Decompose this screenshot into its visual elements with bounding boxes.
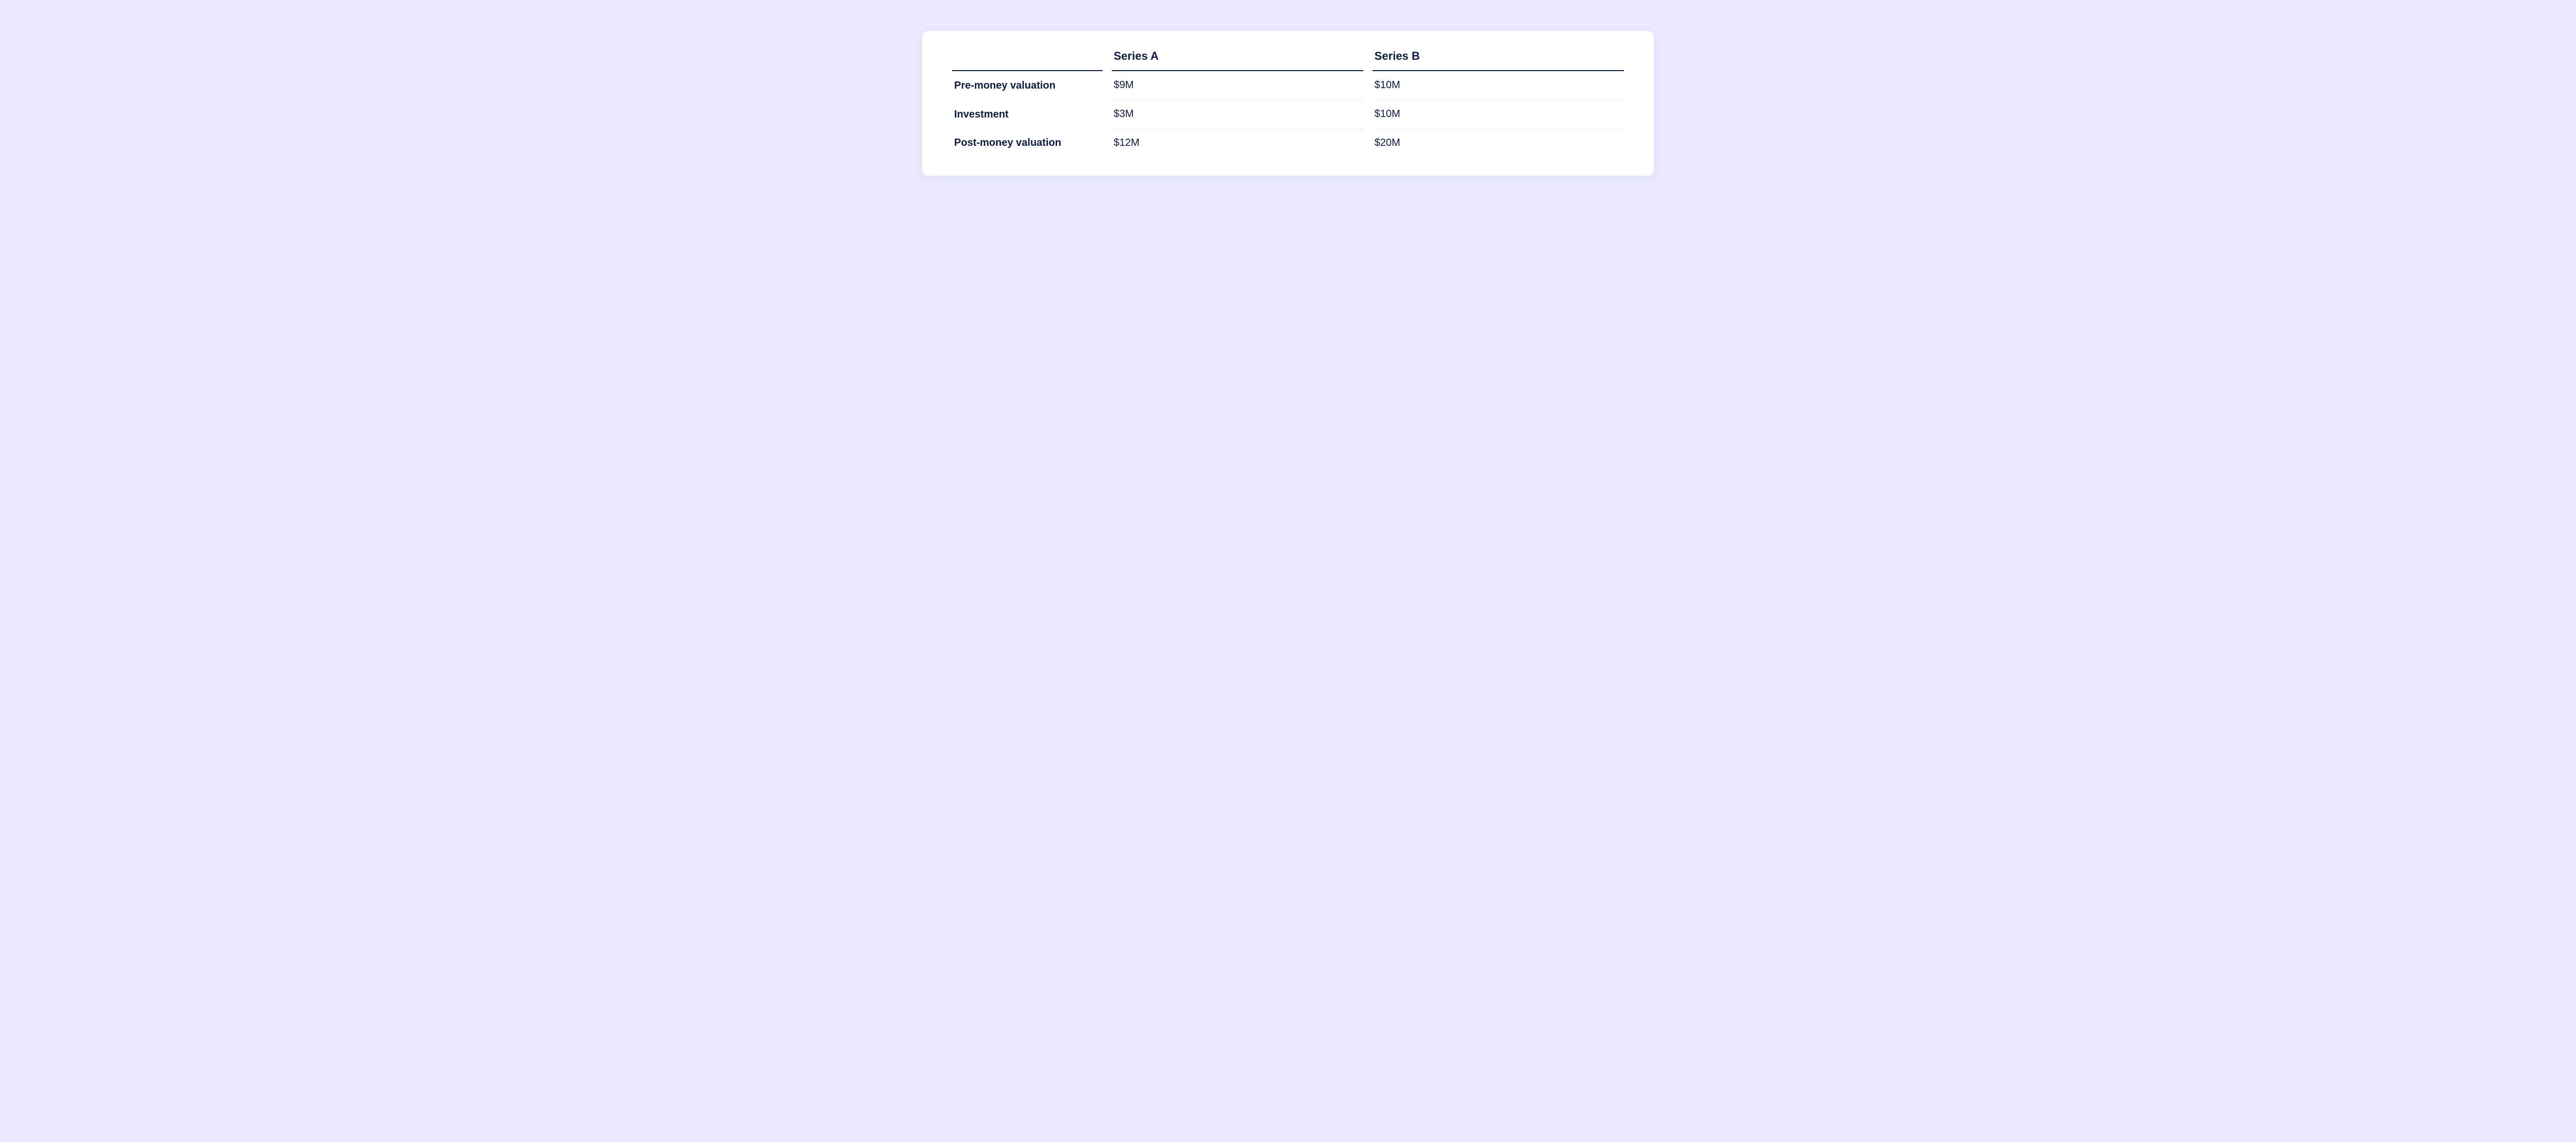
table-header-blank xyxy=(952,45,1103,71)
cell-investment-series-a: $3M xyxy=(1112,100,1363,129)
valuation-table: Series A Series B Pre-money valuation $9… xyxy=(943,45,1633,157)
table-header-row: Series A Series B xyxy=(952,45,1624,71)
row-label-premoney: Pre-money valuation xyxy=(952,71,1103,100)
cell-postmoney-series-a: $12M xyxy=(1112,129,1363,157)
cell-premoney-series-a: $9M xyxy=(1112,71,1363,100)
cell-premoney-series-b: $10M xyxy=(1372,71,1624,100)
row-label-investment: Investment xyxy=(952,100,1103,129)
valuation-card: Series A Series B Pre-money valuation $9… xyxy=(922,31,1654,176)
row-label-postmoney: Post-money valuation xyxy=(952,129,1103,157)
table-header-series-a: Series A xyxy=(1112,45,1363,71)
table-header-series-b: Series B xyxy=(1372,45,1624,71)
table-row: Investment $3M $10M xyxy=(952,100,1624,129)
cell-postmoney-series-b: $20M xyxy=(1372,129,1624,157)
cell-investment-series-b: $10M xyxy=(1372,100,1624,129)
table-row: Pre-money valuation $9M $10M xyxy=(952,71,1624,100)
table-row: Post-money valuation $12M $20M xyxy=(952,129,1624,157)
